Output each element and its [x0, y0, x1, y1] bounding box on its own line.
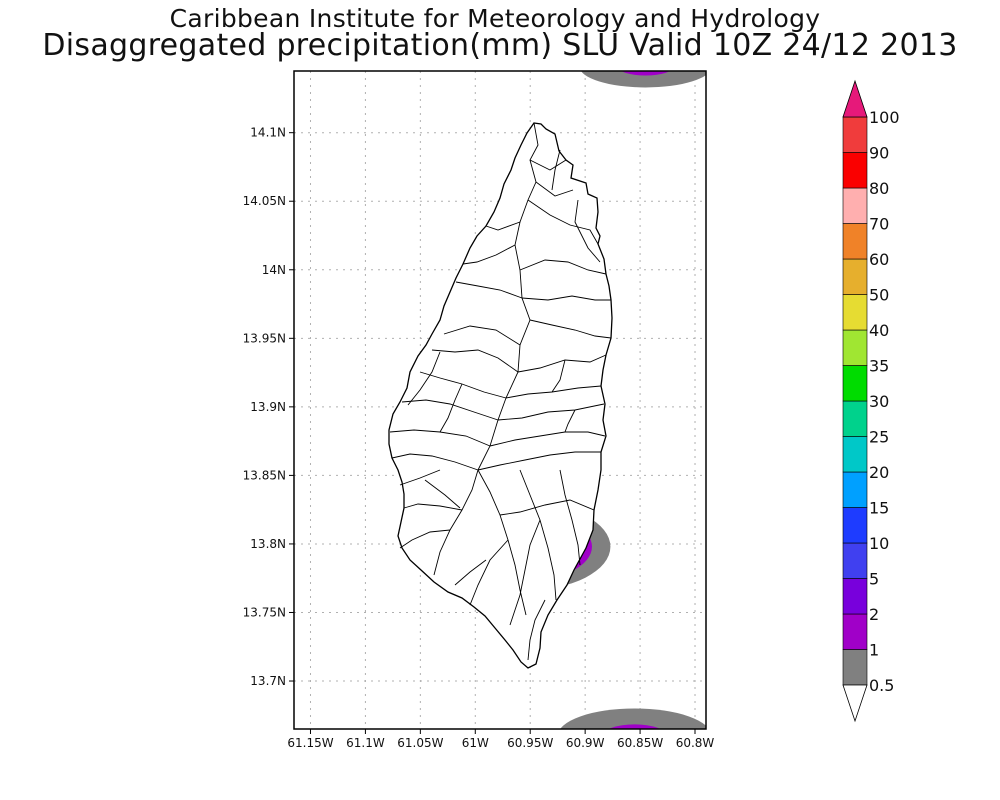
colorbar-level-label: 20 [869, 463, 889, 482]
colorbar-level-label: 90 [869, 144, 889, 163]
lon-tick-label: 60.9W [566, 736, 605, 750]
lat-tick-label: 13.9N [250, 400, 286, 414]
title-line-1: Caribbean Institute for Meteorology and … [169, 4, 821, 33]
colorbar-swatch [842, 613, 868, 650]
colorbar-swatch [842, 187, 868, 224]
colorbar-level-label: 60 [869, 250, 889, 269]
lat-tick-label: 14.05N [243, 194, 286, 208]
lon-tick-label: 60.85W [617, 736, 663, 750]
colorbar-swatch [842, 471, 868, 508]
colorbar-level-label: 100 [869, 108, 900, 127]
longitude-tick-labels: 61.15W 61.1W 61.05W 61W 60.95W 60.9W 60.85W 60.… [287, 729, 714, 750]
lon-tick-label: 60.95W [507, 736, 553, 750]
lat-tick-label: 14.1N [250, 126, 286, 140]
colorbar-swatch [842, 223, 868, 260]
title-line-2: Disaggregated precipitation(mm) SLU Vali… [42, 28, 958, 63]
colorbar-level-label: 80 [869, 179, 889, 198]
colorbar-level-label: 50 [869, 286, 889, 305]
lat-tick-label: 13.95N [243, 331, 286, 345]
lat-tick-label: 13.8N [250, 537, 286, 551]
precip-contour-fill [608, 724, 661, 729]
colorbar-level-label: 1 [869, 641, 879, 660]
latitude-tick-labels: 14.1N 14.05N 14N 13.95N 13.9N 13.85N 13.8N 13.7… [243, 126, 294, 688]
lon-tick-label: 61.1W [346, 736, 385, 750]
colorbar-swatch [842, 365, 868, 402]
colorbar-level-label: 25 [869, 428, 889, 447]
colorbar-swatch [842, 116, 868, 153]
lon-tick-label: 61W [462, 736, 489, 750]
lat-tick-label: 14N [262, 263, 286, 277]
colorbar-swatch [842, 507, 868, 544]
colorbar-swatch [842, 329, 868, 366]
colorbar-level-label: 30 [869, 392, 889, 411]
precip-contour-fill [560, 708, 706, 729]
map-frame [293, 70, 707, 730]
colorbar-level-label: 15 [869, 499, 889, 518]
lat-tick-label: 13.7N [250, 674, 286, 688]
precip-contour-fill [621, 71, 670, 76]
precip-contour-fill [581, 71, 706, 88]
colorbar-swatch [842, 649, 868, 686]
colorbar-level-label: 0.5 [869, 676, 894, 695]
lat-tick-label: 13.75N [243, 605, 286, 619]
island-basins [388, 122, 613, 669]
colorbar-swatch [842, 152, 868, 189]
colorbar-level-label: 2 [869, 605, 879, 624]
lon-tick-label: 61.05W [397, 736, 443, 750]
colorbar-level-label: 35 [869, 357, 889, 376]
colorbar-swatch [842, 400, 868, 437]
colorbar-swatch [842, 294, 868, 331]
colorbar-level-label: 40 [869, 321, 889, 340]
colorbar-level-label: 70 [869, 215, 889, 234]
colorbar-over-arrow [842, 79, 868, 118]
colorbar-under-arrow [842, 684, 868, 723]
lon-tick-label: 60.8W [676, 736, 715, 750]
colorbar-swatch [842, 578, 868, 615]
colorbar-swatch [842, 258, 868, 295]
river-basin-lines [389, 122, 612, 661]
colorbar-swatch [842, 436, 868, 473]
lon-tick-label: 61.15W [287, 736, 333, 750]
colorbar-level-label: 5 [869, 570, 879, 589]
lat-tick-label: 13.85N [243, 468, 286, 482]
island-coastline [388, 122, 613, 669]
colorbar-swatch [842, 542, 868, 579]
colorbar-level-label: 10 [869, 534, 889, 553]
